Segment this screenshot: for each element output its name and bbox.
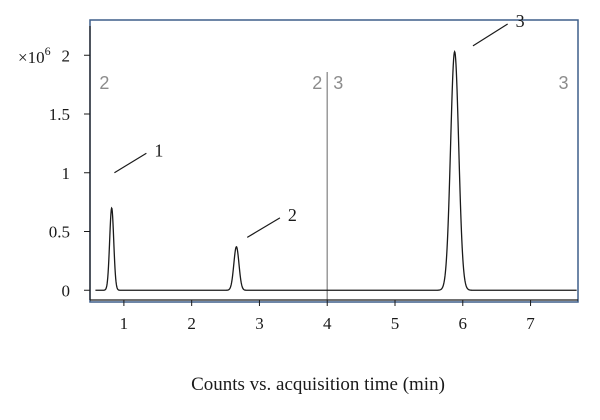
- y-tick-label: 1: [62, 164, 71, 183]
- annotation-leader: [472, 23, 508, 47]
- annotation-leader: [114, 152, 147, 174]
- segment-label: 2: [99, 73, 109, 93]
- y-tick-label: 0.5: [49, 223, 70, 242]
- annotation-leader: [246, 217, 281, 238]
- x-tick-label: 4: [323, 314, 332, 333]
- y-tick-label: 1.5: [49, 105, 70, 124]
- y-multiplier: ×106: [18, 44, 51, 67]
- x-tick-label: 7: [526, 314, 535, 333]
- y-multiplier-base: ×10: [18, 48, 45, 67]
- x-tick-label: 2: [187, 314, 196, 333]
- y-multiplier-exponent: 6: [45, 44, 51, 58]
- peak-label: 3: [516, 11, 525, 31]
- y-tick-label: 2: [62, 46, 71, 65]
- plot-frame: [89, 19, 579, 303]
- y-tick-label: 0: [62, 281, 71, 300]
- axes: 1 2 3 4 5 6 700.511.52: [49, 26, 578, 333]
- chromatogram-trace: [95, 50, 577, 291]
- trace-layer: [95, 50, 577, 291]
- segment-label: 2: [312, 73, 322, 93]
- x-tick-label: 3: [255, 314, 264, 333]
- segment-label: 3: [559, 73, 569, 93]
- peak-annotations: 123: [114, 11, 525, 238]
- x-tick-label: 6: [459, 314, 468, 333]
- peak-label: 1: [154, 140, 163, 160]
- peak-label: 2: [288, 205, 297, 225]
- x-axis-label: Counts vs. acquisition time (min): [191, 374, 445, 395]
- segment-label: 3: [333, 73, 343, 93]
- x-tick-label: 5: [391, 314, 400, 333]
- x-tick-label: 1: [120, 314, 129, 333]
